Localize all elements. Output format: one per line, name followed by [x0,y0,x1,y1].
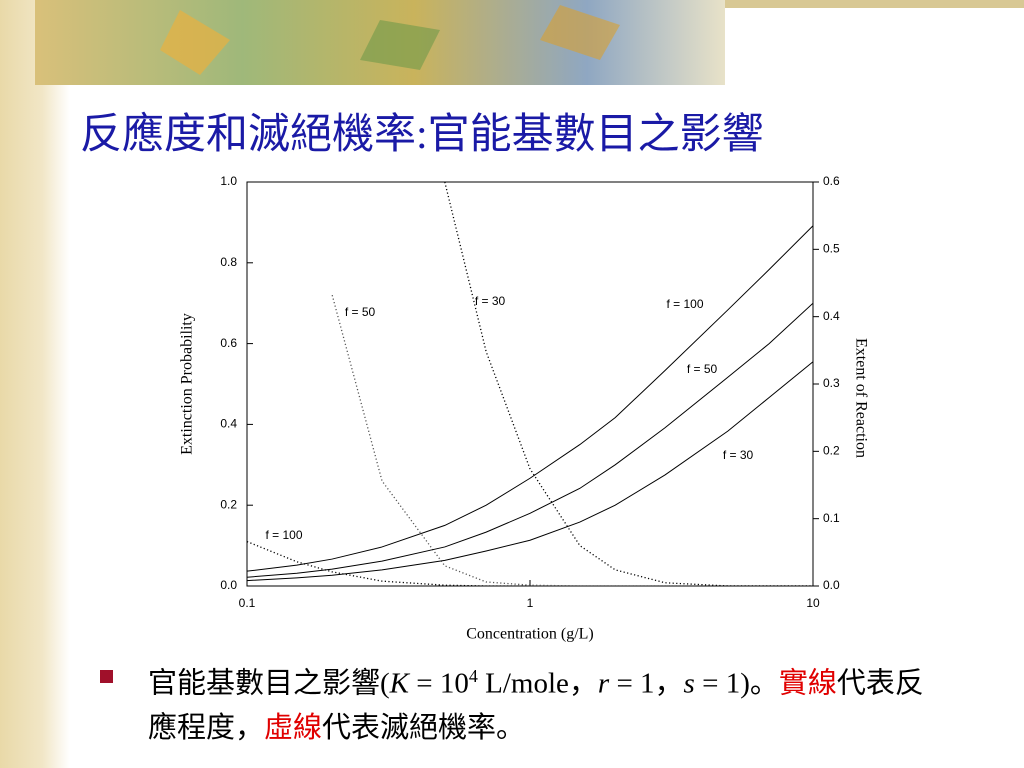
series-label: f = 50 [345,305,376,319]
series-label: f = 100 [265,528,302,542]
y-tick-label: 0.8 [220,255,237,269]
x-tick-label: 10 [806,596,820,610]
text: 代表反應程度， [148,667,924,744]
y-tick-label: 0.6 [220,336,237,350]
y2-tick-label: 0.4 [823,309,840,323]
text: = 1， [609,667,684,700]
bullet-marker [100,670,113,683]
text: = 1)。 [694,667,779,700]
series-line [247,540,813,586]
text: 實線 [778,667,837,700]
series-label: f = 30 [723,448,754,462]
y-tick-label: 0.4 [220,417,237,431]
y2-tick-label: 0.5 [823,242,840,256]
y2-tick-label: 0.2 [823,444,840,458]
y2-axis-title: Extent of Reaction [852,338,869,458]
text: r [597,667,610,700]
text: = 10 [409,667,469,700]
text: 4 [468,666,478,686]
slide-title: 反應度和滅絕機率:官能基數目之影響 [80,112,764,158]
x-tick-label: 1 [527,596,534,610]
series-line [247,361,813,582]
text: K [389,667,410,700]
x-axis-title: Concentration (g/L) [466,626,594,643]
y2-tick-label: 0.6 [823,174,840,188]
bullet: 官能基數目之影響(K = 104 L/mole，r = 1，s = 1)。實線代… [100,654,940,750]
text: 官能基數目之影響( [148,667,390,700]
text: 虛線 [264,711,323,744]
series-line [444,182,813,586]
y-tick-label: 1.0 [220,174,237,188]
y-axis-title: Extinction Probability [179,313,196,455]
text: 代表滅絕機率。 [322,711,526,744]
series-line [247,225,813,572]
y-tick-label: 0.0 [220,578,237,592]
series-label: f = 30 [475,294,506,308]
series-line [247,302,813,578]
y2-tick-label: 0.0 [823,578,840,592]
y2-tick-label: 0.1 [823,511,840,525]
bullet-text: 官能基數目之影響(K = 104 L/mole，r = 1，s = 1)。實線代… [148,654,940,750]
series-label: f = 100 [666,297,703,311]
series-label: f = 50 [687,362,718,376]
y2-tick-label: 0.3 [823,376,840,390]
y-tick-label: 0.2 [220,497,237,511]
plot-frame [246,181,814,587]
text: L/mole， [477,667,598,700]
x-tick-label: 0.1 [239,596,256,610]
text: s [683,667,695,700]
